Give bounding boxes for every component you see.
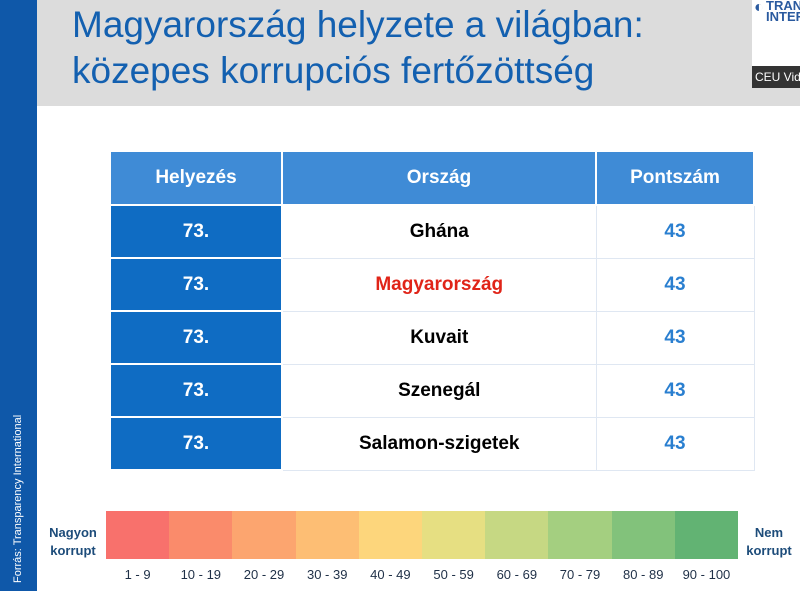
left-sidebar: Forrás: Transparency International — [0, 0, 37, 591]
title-line-2: közepes korrupciós fertőzöttség — [72, 50, 595, 91]
scale-segment — [232, 511, 296, 559]
country-cell-highlighted: Magyarország — [281, 257, 597, 312]
score-cell: 43 — [595, 363, 755, 418]
scale-segment — [169, 511, 233, 559]
scale-right-label: Nem korrupt — [746, 525, 792, 558]
table-header-row: Helyezés Ország Pontszám — [109, 150, 755, 206]
scale-segment — [295, 511, 359, 559]
scale-range-label: 10 - 19 — [180, 567, 222, 582]
rank-cell: 73. — [109, 257, 283, 312]
scale-range-label: 20 - 29 — [243, 567, 285, 582]
country-cell: Salamon-szigetek — [281, 416, 597, 471]
source-caption-container: Forrás: Transparency International — [2, 283, 34, 583]
header-score: Pontszám — [595, 150, 755, 206]
scale-range-label: 40 - 49 — [370, 567, 411, 582]
score-cell: 43 — [595, 204, 755, 259]
corruption-scale-bar — [106, 511, 739, 559]
scale-range-label: 80 - 89 — [622, 567, 664, 582]
country-cell: Ghána — [281, 204, 597, 259]
scale-segment — [674, 511, 739, 559]
scale-range-label: 50 - 59 — [433, 567, 474, 582]
title-line-1: Magyarország helyzete a világban: — [72, 4, 644, 45]
rank-cell: 73. — [109, 416, 283, 471]
globe-icon: ◐ — [754, 0, 764, 16]
transparency-logo: ◐ TRANSPA INTERNAT — [752, 0, 800, 66]
scale-range-label: 90 - 100 — [682, 567, 731, 582]
table-row: 73. Salamon-szigetek 43 — [109, 416, 755, 471]
header-country: Ország — [281, 150, 597, 206]
score-cell: 43 — [595, 257, 755, 312]
header-band — [37, 0, 800, 106]
scale-segment — [422, 511, 486, 559]
scale-segment — [548, 511, 612, 559]
source-caption: Forrás: Transparency International — [12, 414, 24, 583]
rank-cell: 73. — [109, 310, 283, 365]
table-row: 73. Kuvait 43 — [109, 310, 755, 365]
scale-range-labels: 1 - 9 10 - 19 20 - 29 30 - 39 40 - 49 50 - 59… — [106, 567, 738, 582]
slide-title: Magyarország helyzete a világban: közepe… — [72, 2, 644, 94]
scale-segment — [358, 511, 423, 559]
scale-segment — [106, 511, 170, 559]
table-row: 73. Ghána 43 — [109, 204, 755, 259]
rank-cell: 73. — [109, 204, 283, 259]
table-row: 73. Szenegál 43 — [109, 363, 755, 418]
scale-range-label: 70 - 79 — [559, 567, 601, 582]
scale-range-label: 30 - 39 — [306, 567, 348, 582]
score-cell: 43 — [595, 416, 755, 471]
scale-segment — [485, 511, 549, 559]
rank-cell: 73. — [109, 363, 283, 418]
country-cell: Kuvait — [281, 310, 597, 365]
table-row-highlighted: 73. Magyarország 43 — [109, 257, 755, 312]
header-rank: Helyezés — [109, 150, 283, 206]
scale-segment — [611, 511, 675, 559]
score-cell: 43 — [595, 310, 755, 365]
scale-left-label: Nagyon korrupt — [49, 525, 97, 558]
logo-text: TRANSPA INTERNAT — [766, 0, 800, 24]
scale-range-label: 60 - 69 — [496, 567, 538, 582]
ranking-table: Helyezés Ország Pontszám 73. Ghána 43 73… — [109, 150, 755, 471]
scale-range-label: 1 - 9 — [124, 567, 151, 582]
video-participant-label: CEU Vid — [752, 66, 800, 88]
country-cell: Szenegál — [281, 363, 597, 418]
